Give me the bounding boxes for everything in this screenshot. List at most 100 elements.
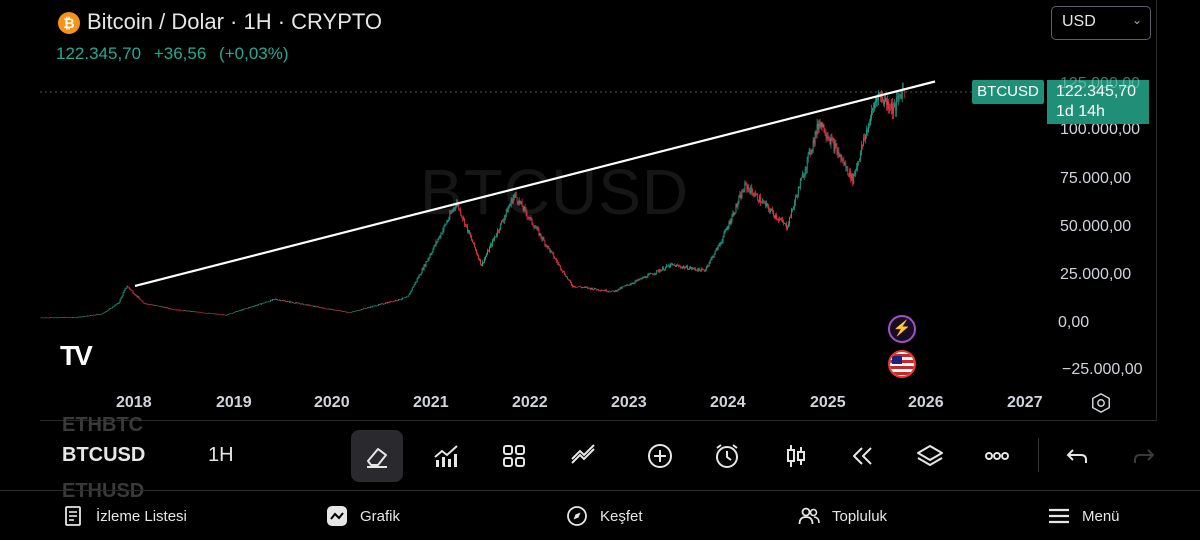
candle-body [825, 134, 827, 138]
candle-body [192, 311, 193, 312]
candle-body [314, 306, 316, 307]
symbol-prev[interactable]: ETHBTC [62, 414, 144, 434]
candle-body [341, 311, 343, 312]
more-button[interactable] [971, 430, 1023, 482]
candle-body [165, 307, 167, 308]
candle-body [521, 201, 523, 208]
candle-body [542, 237, 544, 240]
candle-body [421, 268, 423, 274]
candle-body [622, 286, 624, 288]
candle-body [782, 219, 783, 222]
nav-explore[interactable]: Keşfet [566, 505, 643, 527]
chart-type-button[interactable] [770, 430, 822, 482]
candle-body [400, 299, 402, 300]
candle-body [183, 310, 184, 312]
candle-body [321, 307, 323, 309]
interval-button[interactable]: 1H [208, 444, 234, 466]
candle-body [277, 299, 278, 301]
candle-body [154, 305, 156, 307]
candle-body [891, 103, 893, 114]
flash-event-icon[interactable]: ⚡ [888, 315, 916, 343]
candle-body [692, 267, 694, 269]
candle-body [195, 311, 197, 313]
candle-body [160, 306, 162, 308]
candle-body [292, 302, 293, 303]
candle-body [513, 194, 515, 198]
candle-body [892, 106, 894, 114]
candle-body [720, 242, 722, 244]
candle-body [128, 287, 130, 289]
currency-select[interactable]: USD ⌄ [1051, 6, 1151, 40]
us-flag-event-icon[interactable] [888, 350, 916, 378]
candle-body [261, 303, 263, 305]
nav-menu[interactable]: Menü [1048, 505, 1120, 527]
candle-body [768, 205, 769, 210]
candle-body [239, 310, 241, 312]
alert-button[interactable] [701, 430, 753, 482]
candle-body [66, 317, 68, 319]
candle-body [650, 273, 652, 274]
settings-hexagon-icon[interactable] [1090, 392, 1112, 414]
candle-body [624, 285, 626, 287]
candle-body [283, 300, 284, 301]
candle-body [706, 265, 708, 268]
candle-body [606, 291, 608, 293]
candle-body [343, 311, 345, 312]
candle-body [509, 204, 511, 206]
candle-body [139, 298, 141, 300]
candle-body [823, 124, 825, 133]
candle-body [262, 302, 264, 304]
candle-body [770, 210, 771, 212]
undo-button[interactable] [1051, 430, 1103, 482]
candle-body [364, 308, 366, 310]
candle-body [79, 316, 80, 318]
candle-body [557, 261, 559, 264]
x-axis-label: 2018 [116, 394, 152, 411]
candle-body [81, 316, 82, 318]
bitcoin-logo-icon: ₿ [58, 12, 80, 34]
layouts-button[interactable] [488, 430, 540, 482]
candle-body [189, 310, 190, 312]
candle-body [124, 288, 126, 291]
candle-body [765, 202, 767, 207]
candle-body [232, 312, 234, 314]
candle-body [558, 263, 560, 265]
candle-body [641, 278, 643, 279]
candle-body [442, 229, 444, 234]
candle-body [123, 290, 125, 293]
drawing-tools-button[interactable] [557, 430, 609, 482]
candle-body [745, 182, 747, 184]
candle-body [872, 108, 873, 111]
candle-body [135, 295, 137, 296]
candle-body [204, 312, 206, 314]
candle-body [105, 311, 107, 312]
candle-body [462, 217, 464, 220]
candle-body [327, 308, 329, 310]
candle-body [173, 309, 175, 311]
symbol-current[interactable]: BTCUSD [62, 444, 146, 466]
symbol-title[interactable]: Bitcoin / Dolar · 1H · CRYPTO [87, 9, 383, 34]
nav-community[interactable]: Topluluk [798, 505, 887, 527]
candle-body [464, 218, 466, 226]
candle-body [287, 301, 288, 302]
candle-body [789, 217, 791, 218]
symbol-picker[interactable]: ETHBTC BTCUSD ETHUSD [62, 414, 145, 500]
nav-chart[interactable]: Grafik [326, 505, 400, 527]
candle-body [535, 227, 537, 229]
candle-body [363, 308, 365, 310]
redo-button[interactable] [1118, 430, 1170, 482]
indicators-button[interactable] [420, 430, 472, 482]
layers-button[interactable] [904, 430, 956, 482]
candle-body [380, 303, 381, 305]
candle-body [675, 265, 676, 267]
candle-body [375, 305, 376, 307]
candle-body [455, 206, 457, 208]
candle-body [756, 193, 758, 195]
add-button[interactable] [634, 430, 686, 482]
nav-watchlist[interactable]: İzleme Listesi [62, 505, 187, 527]
candle-body [320, 307, 322, 309]
eraser-button[interactable] [351, 430, 403, 482]
price-chart[interactable] [0, 0, 1200, 420]
replay-button[interactable] [837, 430, 889, 482]
candle-body [267, 301, 269, 303]
